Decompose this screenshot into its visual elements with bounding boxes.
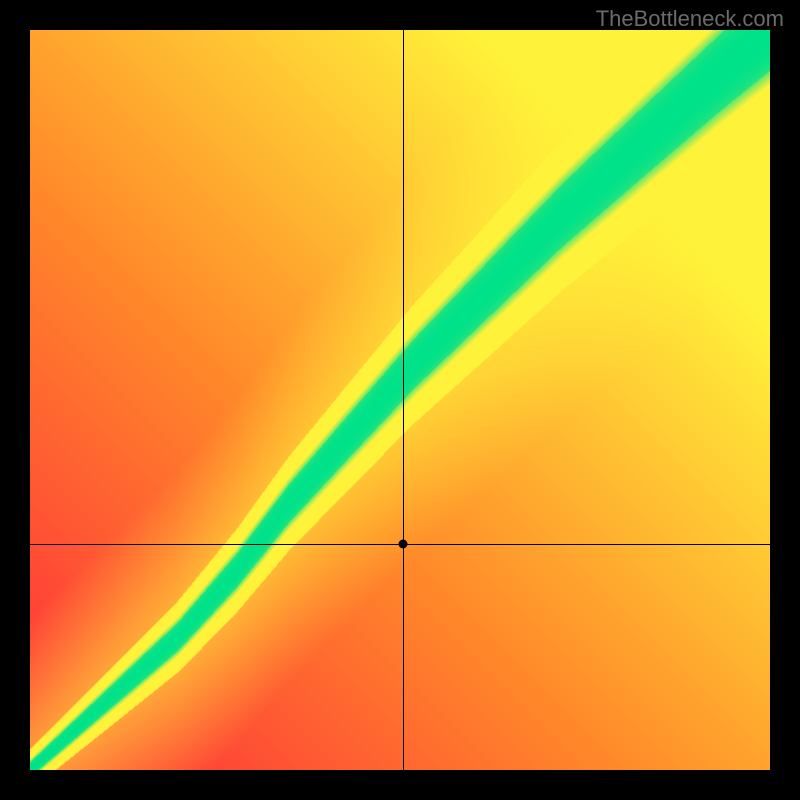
bottleneck-marker bbox=[399, 539, 408, 548]
crosshair-vertical bbox=[403, 30, 404, 770]
watermark-text: TheBottleneck.com bbox=[596, 6, 784, 32]
chart-container: TheBottleneck.com bbox=[0, 0, 800, 800]
heatmap-canvas bbox=[30, 30, 770, 770]
